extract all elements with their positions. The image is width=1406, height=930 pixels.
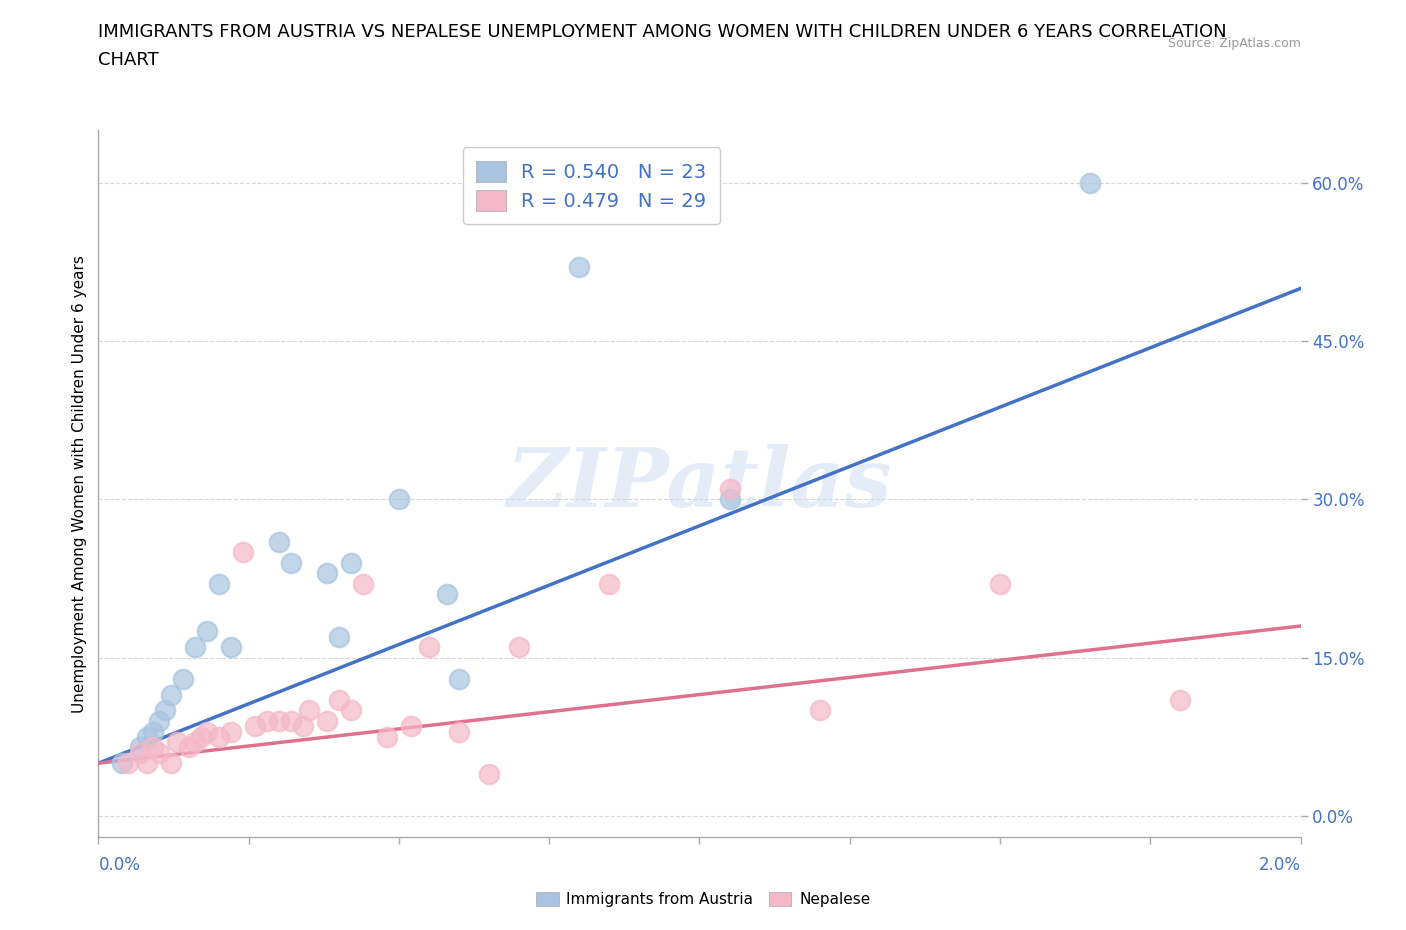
- Point: [352, 577, 374, 591]
- Point: [135, 756, 157, 771]
- Legend: R = 0.540   N = 23, R = 0.479   N = 29: R = 0.540 N = 23, R = 0.479 N = 29: [463, 147, 720, 224]
- Point: [315, 565, 337, 580]
- Point: [267, 534, 290, 549]
- Point: [340, 703, 363, 718]
- Point: [388, 492, 411, 507]
- Point: [375, 729, 398, 744]
- Point: [256, 713, 278, 728]
- Text: IMMIGRANTS FROM AUSTRIA VS NEPALESE UNEMPLOYMENT AMONG WOMEN WITH CHILDREN UNDER: IMMIGRANTS FROM AUSTRIA VS NEPALESE UNEM…: [98, 23, 1227, 41]
- Point: [183, 735, 205, 750]
- Point: [243, 719, 266, 734]
- Point: [195, 624, 218, 639]
- Point: [117, 756, 139, 771]
- Point: [1170, 693, 1192, 708]
- Point: [1078, 176, 1101, 191]
- Point: [190, 729, 212, 744]
- Point: [129, 745, 152, 760]
- Text: Source: ZipAtlas.com: Source: ZipAtlas.com: [1167, 37, 1301, 50]
- Point: [183, 640, 205, 655]
- Point: [340, 555, 363, 570]
- Point: [718, 492, 741, 507]
- Point: [129, 740, 152, 755]
- Point: [148, 713, 170, 728]
- Point: [135, 729, 157, 744]
- Point: [280, 555, 302, 570]
- Point: [141, 724, 163, 739]
- Point: [988, 577, 1011, 591]
- Point: [148, 745, 170, 760]
- Point: [291, 719, 314, 734]
- Point: [177, 740, 200, 755]
- Point: [159, 756, 181, 771]
- Point: [808, 703, 831, 718]
- Point: [478, 766, 501, 781]
- Text: CHART: CHART: [98, 51, 159, 69]
- Point: [508, 640, 530, 655]
- Y-axis label: Unemployment Among Women with Children Under 6 years: Unemployment Among Women with Children U…: [72, 255, 87, 712]
- Point: [267, 713, 290, 728]
- Point: [280, 713, 302, 728]
- Point: [111, 756, 134, 771]
- Point: [172, 671, 194, 686]
- Point: [598, 577, 620, 591]
- Point: [436, 587, 458, 602]
- Point: [399, 719, 422, 734]
- Point: [718, 482, 741, 497]
- Point: [232, 545, 254, 560]
- Text: ZIPatlas: ZIPatlas: [506, 444, 893, 524]
- Point: [418, 640, 440, 655]
- Point: [166, 735, 188, 750]
- Point: [219, 640, 242, 655]
- Point: [208, 729, 231, 744]
- Point: [328, 629, 350, 644]
- Point: [208, 577, 231, 591]
- Text: 0.0%: 0.0%: [98, 856, 141, 873]
- Point: [153, 703, 176, 718]
- Point: [447, 671, 470, 686]
- Point: [447, 724, 470, 739]
- Point: [298, 703, 321, 718]
- Point: [315, 713, 337, 728]
- Legend: Immigrants from Austria, Nepalese: Immigrants from Austria, Nepalese: [530, 885, 876, 913]
- Point: [195, 724, 218, 739]
- Point: [159, 687, 181, 702]
- Point: [219, 724, 242, 739]
- Text: 2.0%: 2.0%: [1258, 856, 1301, 873]
- Point: [141, 740, 163, 755]
- Point: [568, 259, 591, 274]
- Point: [328, 693, 350, 708]
